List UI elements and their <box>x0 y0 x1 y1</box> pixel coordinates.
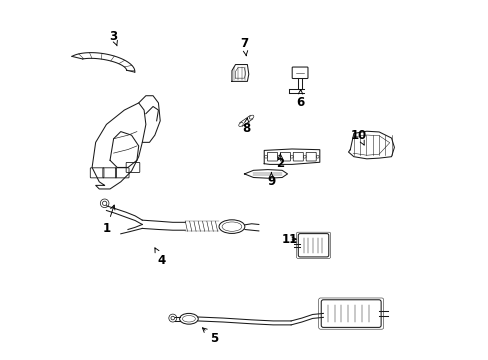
Text: 8: 8 <box>242 118 250 135</box>
Text: 10: 10 <box>350 129 366 145</box>
Text: 1: 1 <box>102 205 115 235</box>
Text: 5: 5 <box>202 328 218 345</box>
Text: 9: 9 <box>267 172 275 188</box>
Text: 6: 6 <box>295 90 304 109</box>
Text: 3: 3 <box>109 30 118 46</box>
Text: 4: 4 <box>155 248 166 267</box>
Text: 11: 11 <box>281 233 297 246</box>
Text: 7: 7 <box>240 37 248 56</box>
Text: 2: 2 <box>276 154 284 170</box>
